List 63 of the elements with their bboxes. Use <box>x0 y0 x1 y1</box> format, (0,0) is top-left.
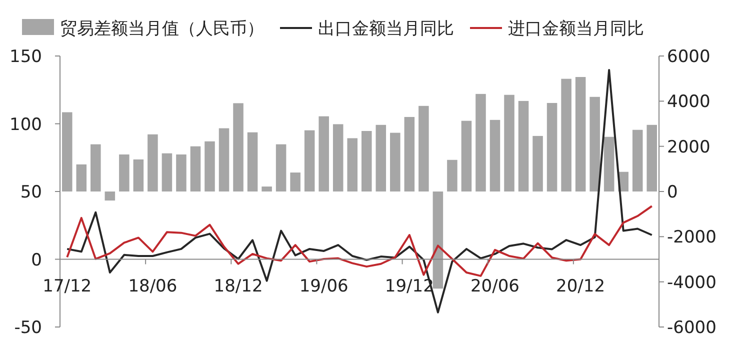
y2-tick-label: 6000 <box>667 47 710 67</box>
bar <box>304 130 315 192</box>
bar <box>546 102 558 192</box>
y-tick-label: 100 <box>10 114 42 135</box>
bar <box>90 144 101 192</box>
bar <box>119 154 130 192</box>
bar <box>104 192 116 201</box>
bar <box>518 100 529 192</box>
bar <box>390 132 400 192</box>
bar <box>418 106 429 192</box>
bar <box>262 186 272 192</box>
bar <box>575 77 586 192</box>
bar <box>361 130 372 192</box>
bar <box>432 192 444 289</box>
bar <box>404 116 415 192</box>
legend-label: 出口金额当月同比 <box>318 19 454 39</box>
x-tick-label: 20/12 <box>556 276 606 296</box>
y-tick-label: 150 <box>10 47 42 67</box>
y2-tick-label: -2000 <box>667 228 716 248</box>
line-series <box>66 205 653 277</box>
bar <box>646 124 658 192</box>
bar <box>347 138 358 192</box>
bar <box>133 159 144 192</box>
bar <box>376 124 386 192</box>
bar <box>148 134 158 192</box>
bar <box>62 112 72 192</box>
bar <box>332 124 344 192</box>
bar <box>162 153 172 192</box>
legend-label: 进口金额当月同比 <box>508 19 644 39</box>
bar <box>233 103 244 192</box>
bar <box>318 116 329 192</box>
bar <box>461 120 472 192</box>
x-tick-label: 20/06 <box>470 276 520 296</box>
x-tick-label: 18/06 <box>128 276 178 296</box>
y-tick-label: 0 <box>31 250 42 270</box>
bar <box>204 141 215 192</box>
bar <box>176 154 186 192</box>
y2-tick-label: 4000 <box>667 92 710 112</box>
bar <box>490 120 500 192</box>
y2-tick-label: 2000 <box>667 137 710 158</box>
bar <box>604 136 614 192</box>
bar <box>76 164 87 192</box>
bar <box>504 94 514 192</box>
legend-label: 贸易差额当月值（人民币） <box>60 19 264 39</box>
bar <box>632 130 643 192</box>
x-tick-label: 19/06 <box>299 276 348 296</box>
bar <box>532 136 543 192</box>
y2-tick-label: -4000 <box>667 272 716 293</box>
x-tick-label: 17/12 <box>42 276 92 296</box>
y-tick-label: 50 <box>20 182 42 202</box>
y-tick-label: -50 <box>14 318 42 338</box>
bar <box>476 94 486 192</box>
y2-tick-label: -6000 <box>667 318 716 338</box>
bar <box>218 128 230 192</box>
bar <box>190 146 201 192</box>
bar <box>290 172 300 192</box>
bar <box>590 96 600 192</box>
y2-tick-label: 0 <box>667 182 678 202</box>
bar <box>447 160 458 192</box>
bar <box>247 132 258 192</box>
x-tick-label: 18/12 <box>214 276 263 296</box>
bar <box>561 78 572 192</box>
bar <box>276 144 286 192</box>
